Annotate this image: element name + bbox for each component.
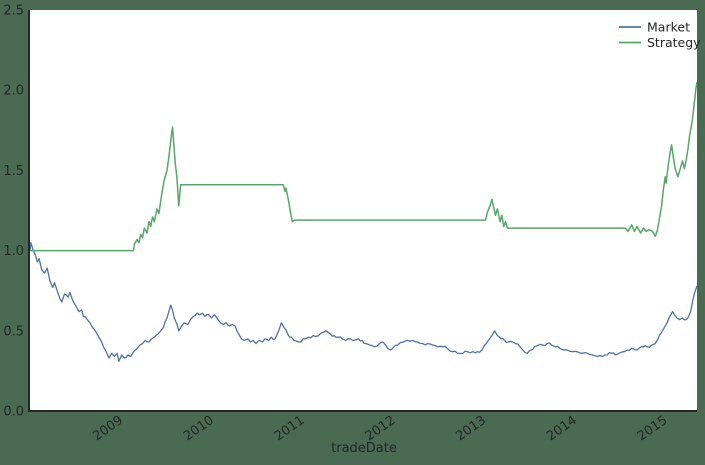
legend-label-market: Market: [647, 20, 690, 35]
y-tick-label: 2.0: [3, 84, 24, 99]
series-group: [30, 82, 697, 362]
market-line-series: [30, 241, 697, 362]
y-tick-label: 2.5: [3, 4, 24, 19]
x-axis-title: tradeDate: [331, 441, 397, 456]
y-tick-label: 0.0: [3, 405, 24, 420]
plot-area: [30, 10, 697, 411]
y-axis-tick-labels: 0.0 0.5 1.0 1.5 2.0 2.5: [3, 4, 24, 420]
y-tick-label: 0.5: [3, 324, 24, 339]
strategy-line-series: [30, 82, 697, 252]
y-tick-label: 1.5: [3, 164, 24, 179]
y-tick-label: 1.0: [3, 244, 24, 259]
legend-label-strategy: Strategy: [647, 35, 701, 50]
